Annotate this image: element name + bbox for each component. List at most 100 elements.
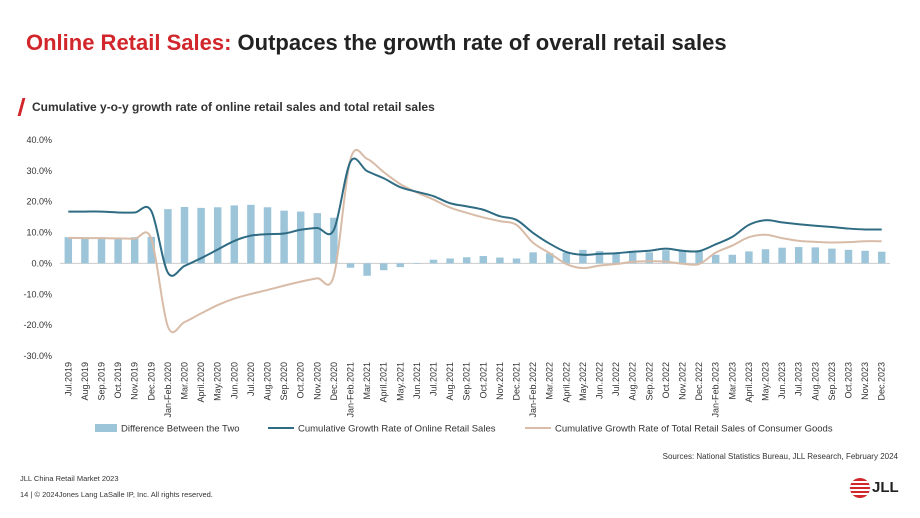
y-axis-labels: -30.0% -20.0% -10.0% 0.0% 10.0% 20.0% 30.0% 40.… — [23, 135, 52, 361]
x-tick-label: Nov.2023 — [860, 362, 870, 400]
bar-difference — [778, 247, 786, 264]
bar-difference — [230, 205, 239, 264]
x-tick-label: Jul.2023 — [794, 362, 804, 396]
y-tick-label: -30.0% — [23, 351, 52, 361]
x-tick-label: Jun.2023 — [777, 362, 787, 399]
bar-difference — [512, 258, 521, 264]
bar-difference — [213, 207, 222, 264]
x-tick-label: Dec.2020 — [329, 362, 339, 401]
bar-difference — [280, 210, 288, 264]
x-tick-label: Sep.2021 — [462, 362, 472, 401]
y-tick-label: -10.0% — [23, 289, 52, 299]
footer-report-name: JLL China Retail Market 2023 — [20, 474, 119, 483]
x-tick-label: Nov.2021 — [495, 362, 505, 400]
bar-difference — [413, 263, 421, 264]
bar-difference — [844, 249, 853, 264]
bar-difference — [313, 213, 322, 264]
x-tick-label: Oct.2022 — [661, 362, 671, 399]
source-note: Sources: National Statistics Bureau, JLL… — [662, 452, 898, 461]
bar-difference — [247, 204, 255, 264]
bar-difference — [761, 249, 770, 264]
bar-difference — [446, 258, 454, 264]
x-tick-label: Jul.2021 — [429, 362, 439, 396]
x-tick-label: Mar.2021 — [362, 362, 372, 400]
bar-difference — [130, 237, 139, 264]
x-tick-label: Sep.2023 — [827, 362, 837, 401]
x-tick-label: Aug.2020 — [263, 362, 273, 401]
bar-difference — [612, 253, 620, 264]
logo-text: JLL — [872, 479, 899, 496]
x-tick-label: April.2023 — [744, 362, 754, 403]
bar-difference — [462, 257, 471, 264]
bar-difference — [379, 263, 388, 271]
title-highlight: Online Retail Sales: — [26, 30, 232, 55]
y-tick-label: -20.0% — [23, 320, 52, 330]
x-tick-label: Nov.2019 — [130, 362, 140, 400]
x-tick-label: Sep.2022 — [644, 362, 654, 401]
x-tick-label: Jul.2022 — [611, 362, 621, 396]
bar-difference — [114, 237, 122, 264]
x-tick-label: Jun.2022 — [595, 362, 605, 399]
chart-legend: Difference Between the Two Cumulative Gro… — [95, 424, 833, 435]
bar-difference — [628, 252, 637, 264]
jll-logo: JLL — [850, 478, 902, 500]
bar-difference — [296, 211, 305, 264]
bar-difference — [396, 263, 405, 268]
bar-difference — [877, 251, 886, 264]
title-rest: Outpaces the growth rate of overall reta… — [237, 30, 727, 55]
bar-difference — [147, 236, 156, 264]
x-tick-label: Jan-Feb.2023 — [711, 362, 721, 418]
x-tick-label: Aug.2021 — [445, 362, 455, 401]
x-tick-label: April.2021 — [379, 362, 389, 403]
x-tick-label: April.2022 — [561, 362, 571, 403]
bar-difference — [562, 252, 571, 264]
bar-difference — [595, 251, 604, 264]
y-tick-label: 0.0% — [31, 258, 52, 268]
bar-difference — [662, 250, 670, 264]
bar-difference — [164, 209, 172, 264]
x-tick-label: May.2023 — [761, 362, 771, 401]
bar-difference — [695, 251, 703, 264]
bar-difference — [529, 252, 537, 264]
bar-difference — [81, 237, 89, 264]
bar-difference — [97, 237, 106, 264]
bar-difference — [363, 263, 371, 276]
x-tick-label: Dec.2023 — [877, 362, 887, 401]
bar-difference — [678, 250, 687, 264]
footer-copyright: 14 | © 2024Jones Lang LaSalle IP, Inc. A… — [20, 490, 213, 499]
bar-difference — [745, 251, 753, 264]
bar-difference — [579, 249, 587, 264]
bar-difference — [545, 253, 554, 264]
bar-difference — [645, 252, 654, 264]
line-series — [68, 148, 882, 334]
x-tick-label: Mar.2022 — [545, 362, 555, 400]
x-tick-label: Jul.2019 — [63, 362, 73, 396]
y-tick-label: 30.0% — [26, 166, 52, 176]
x-tick-label: Oct.2021 — [478, 362, 488, 399]
x-tick-label: Dec.2022 — [694, 362, 704, 401]
x-tick-label: Jun.2020 — [229, 362, 239, 399]
x-tick-label: Oct.2019 — [113, 362, 123, 399]
x-tick-label: Jan-Feb.2021 — [346, 362, 356, 418]
x-tick-label: May.2020 — [213, 362, 223, 401]
x-tick-label: April.2020 — [196, 362, 206, 403]
bar-difference — [330, 217, 338, 264]
bar-difference — [479, 256, 488, 264]
bar-difference — [197, 207, 205, 264]
x-tick-label: Aug.2019 — [80, 362, 90, 401]
bar-series — [64, 204, 886, 276]
bar-difference — [811, 247, 820, 264]
x-tick-label: Mar.2023 — [727, 362, 737, 400]
legend-label: Cumulative Growth Rate of Online Retail … — [298, 424, 496, 435]
bar-difference — [794, 247, 803, 264]
x-tick-label: May.2022 — [578, 362, 588, 401]
growth-chart: -30.0% -20.0% -10.0% 0.0% 10.0% 20.0% 30.0% 40.… — [23, 135, 890, 435]
y-tick-label: 20.0% — [26, 197, 52, 207]
x-tick-label: Aug.2022 — [628, 362, 638, 401]
bar-difference — [429, 259, 438, 264]
y-tick-label: 10.0% — [26, 228, 52, 238]
bar-difference — [346, 263, 355, 268]
x-tick-label: Aug.2023 — [810, 362, 820, 401]
bar-difference — [861, 250, 869, 264]
bar-difference — [728, 254, 737, 264]
